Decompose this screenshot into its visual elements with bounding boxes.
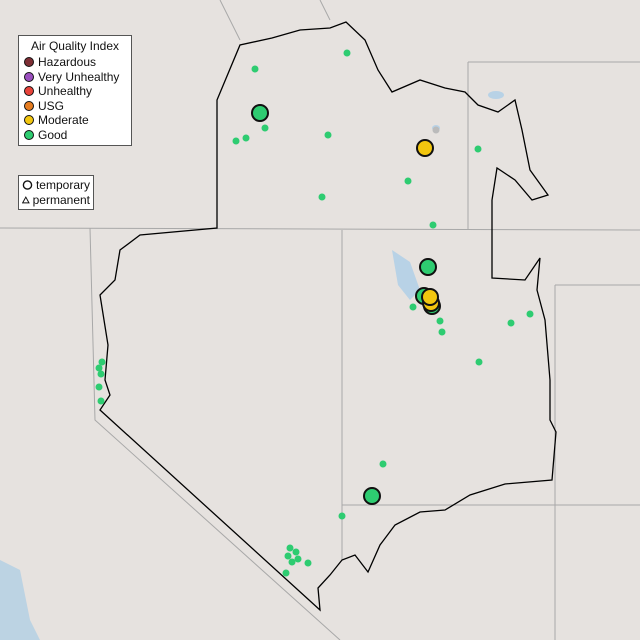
color-swatch-icon <box>24 86 34 97</box>
legend-item-moderate: Moderate <box>24 113 126 128</box>
legend-item-usg: USG <box>24 99 126 114</box>
monitor-good[interactable] <box>379 460 387 468</box>
monitor-good[interactable] <box>436 317 444 325</box>
monitor-good[interactable] <box>507 319 515 327</box>
monitor-good[interactable] <box>429 221 437 229</box>
monitor-good[interactable] <box>419 258 437 276</box>
monitor-good[interactable] <box>324 131 332 139</box>
monitor-moderate[interactable] <box>416 139 434 157</box>
monitor-good[interactable] <box>404 177 412 185</box>
monitor-no-data[interactable] <box>432 126 440 134</box>
legend-item-hazardous: Hazardous <box>24 55 126 70</box>
legend-label: Very Unhealthy <box>38 69 120 84</box>
monitor-good[interactable] <box>97 397 105 405</box>
circle-icon <box>22 180 33 191</box>
color-swatch-icon <box>24 129 34 140</box>
monitor-good[interactable] <box>251 65 259 73</box>
legend-item-good: Good <box>24 128 126 143</box>
monitor-good[interactable] <box>282 569 290 577</box>
legend-title: Air Quality Index <box>30 39 120 53</box>
small-monitors <box>95 49 534 577</box>
legend-item-permanent: permanent <box>22 193 90 208</box>
monitor-good[interactable] <box>97 370 105 378</box>
monitor-good[interactable] <box>475 358 483 366</box>
triangle-icon <box>22 195 30 204</box>
legend-label: Unhealthy <box>38 84 93 99</box>
legend-label: USG <box>38 98 65 113</box>
color-swatch-icon <box>24 115 34 126</box>
monitor-good[interactable] <box>242 134 250 142</box>
monitor-good[interactable] <box>286 544 294 552</box>
legend-label: temporary <box>35 178 90 193</box>
monitor-good[interactable] <box>294 555 302 563</box>
monitor-good[interactable] <box>318 193 326 201</box>
monitor-moderate[interactable] <box>421 288 439 306</box>
legend-label: Hazardous <box>38 55 97 70</box>
color-swatch-icon <box>24 71 34 82</box>
monitor-good[interactable] <box>95 364 103 372</box>
monitor-good[interactable] <box>409 303 417 311</box>
monitor-good[interactable] <box>284 552 292 560</box>
monitor-good[interactable] <box>232 137 240 145</box>
monitor-good[interactable] <box>98 358 106 366</box>
monitor-good[interactable] <box>474 145 482 153</box>
legend-item-unhealthy: Unhealthy <box>24 84 126 99</box>
monitor-type-legend: temporary permanent <box>18 175 94 210</box>
monitor-good[interactable] <box>363 487 381 505</box>
monitor-good[interactable] <box>261 124 269 132</box>
monitor-good[interactable] <box>438 328 446 336</box>
legend-label: permanent <box>32 192 90 207</box>
legend-label: Moderate <box>38 113 89 128</box>
color-swatch-icon <box>24 57 34 68</box>
aqi-legend: Air Quality Index Hazardous Very Unhealth… <box>18 35 132 146</box>
monitor-good[interactable] <box>288 558 296 566</box>
temporary-monitors <box>251 104 441 505</box>
legend-item-very-unhealthy: Very Unhealthy <box>24 70 126 85</box>
ocean <box>0 560 40 640</box>
monitor-good[interactable] <box>526 310 534 318</box>
legend-label: Good <box>38 127 68 142</box>
monitor-good[interactable] <box>292 548 300 556</box>
color-swatch-icon <box>24 100 34 111</box>
monitor-good[interactable] <box>251 104 269 122</box>
monitor-good[interactable] <box>304 559 312 567</box>
region-boundary <box>99 21 557 612</box>
monitor-good[interactable] <box>343 49 351 57</box>
legend-item-temporary: temporary <box>22 178 90 193</box>
monitor-good[interactable] <box>95 383 103 391</box>
monitor-good[interactable] <box>338 512 346 520</box>
